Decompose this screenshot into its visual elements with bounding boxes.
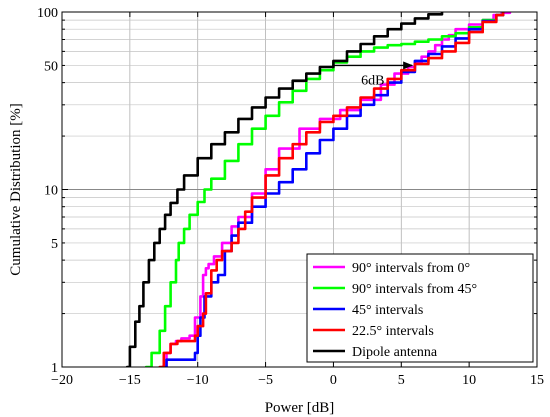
- series-group: [125, 12, 512, 367]
- x-tick-label: −5: [258, 373, 273, 388]
- series-line-1: [144, 12, 505, 367]
- y-tick-label: 1: [51, 361, 58, 376]
- legend-label: 90° intervals from 45°: [352, 282, 477, 297]
- series-line-4: [125, 12, 444, 367]
- legend-label: 45° intervals: [352, 303, 423, 318]
- x-tick-label: 5: [398, 373, 405, 388]
- y-axis-label: Cumulative Distribution [%]: [8, 103, 24, 275]
- x-tick-label: −20: [51, 373, 73, 388]
- x-tick-label: 0: [330, 373, 337, 388]
- legend-label: Dipole antenna: [352, 345, 438, 360]
- legend: 90° intervals from 0° 90° intervals from …: [306, 253, 534, 363]
- legend-label: 90° intervals from 0°: [352, 261, 470, 276]
- x-tick-label: 15: [530, 373, 544, 388]
- series-line-3: [158, 12, 505, 367]
- x-tick-label: 10: [462, 373, 476, 388]
- legend-label: 22.5° intervals: [352, 324, 434, 339]
- y-tick-label: 5: [51, 237, 58, 252]
- annotation: 6dB: [333, 61, 414, 88]
- x-tick-label: −15: [119, 373, 141, 388]
- x-axis-label: Power [dB]: [265, 400, 335, 416]
- y-tick-label: 10: [44, 184, 58, 199]
- x-tick-label: −10: [187, 373, 209, 388]
- y-tick-label: 100: [37, 6, 58, 21]
- annotation-label: 6dB: [361, 73, 384, 88]
- y-tick-label: 50: [44, 59, 58, 74]
